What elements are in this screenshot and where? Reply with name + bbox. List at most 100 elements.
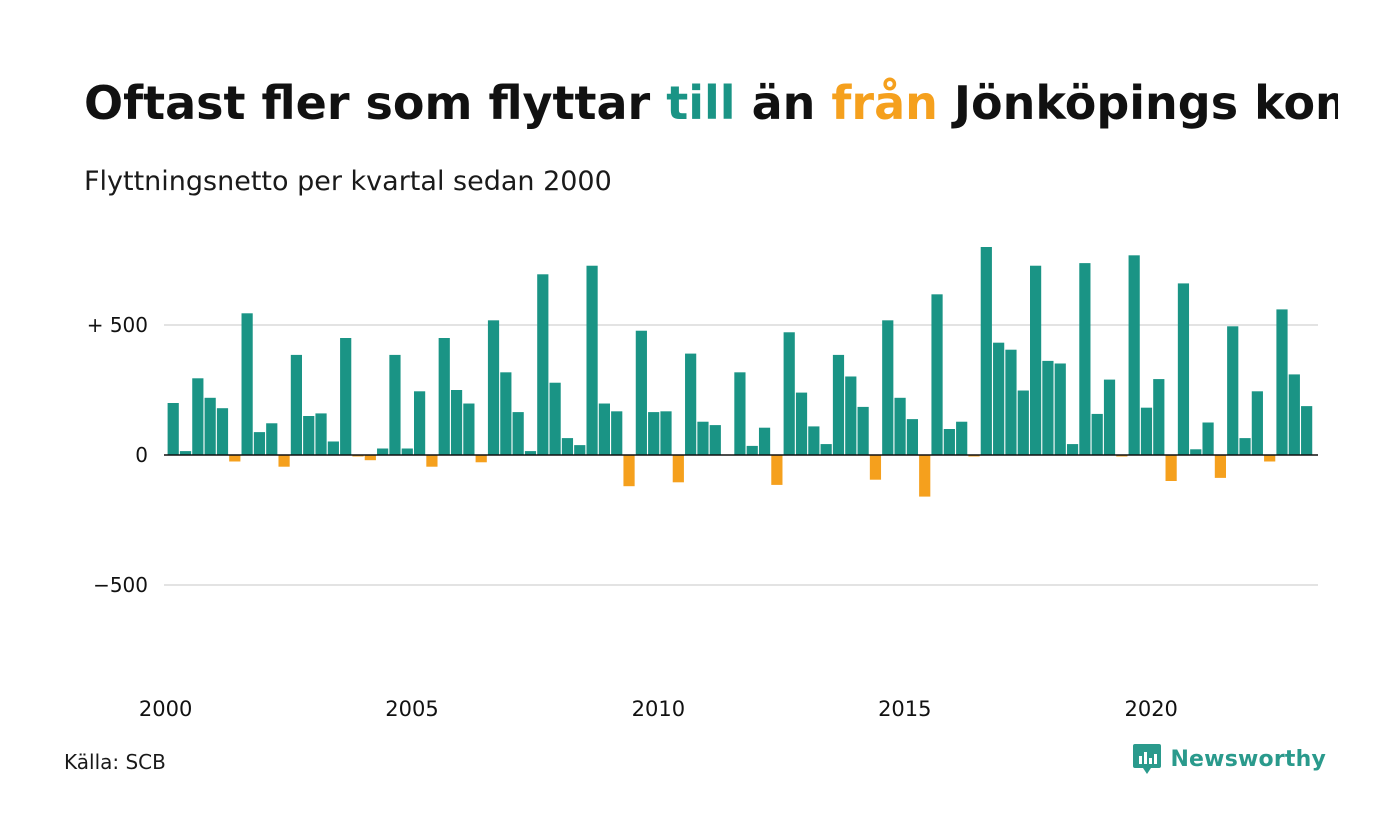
bar <box>450 390 463 455</box>
grid-lines <box>164 324 1318 586</box>
bar <box>327 441 339 455</box>
bar <box>1301 406 1313 455</box>
bar <box>475 455 487 463</box>
title-highlight-out: från <box>831 76 938 130</box>
title-part2: än <box>735 76 832 130</box>
bar <box>808 426 820 455</box>
bars <box>167 247 1313 497</box>
bar <box>1276 309 1288 455</box>
bar <box>758 427 771 455</box>
x-tick-label: 2015 <box>878 697 931 721</box>
x-tick-label: 2000 <box>139 697 192 721</box>
bar <box>697 421 709 455</box>
bar <box>463 403 475 455</box>
source-note: Källa: SCB <box>64 750 166 774</box>
bar <box>487 320 500 455</box>
bar <box>426 455 438 467</box>
bar <box>192 378 204 455</box>
y-tick-label: −500 <box>93 573 148 597</box>
bar <box>1103 379 1116 455</box>
bar <box>894 397 906 455</box>
bar <box>216 408 229 455</box>
bar <box>1227 326 1239 455</box>
bar <box>438 338 450 455</box>
bar <box>746 445 758 455</box>
bar <box>1005 349 1017 455</box>
bar <box>648 412 660 455</box>
chart-subtitle: Flyttningsnetto per kvartal sedan 2000 <box>84 166 612 197</box>
newsworthy-icon <box>1133 744 1162 774</box>
bar <box>1140 407 1153 455</box>
bar <box>574 445 586 455</box>
title-part3: Jönköpings kommun <box>953 76 1338 130</box>
x-tick-label: 2005 <box>385 697 438 721</box>
bar <box>1054 363 1066 455</box>
title-highlight-in: till <box>666 76 736 130</box>
bar <box>179 451 192 455</box>
bar <box>229 455 241 462</box>
bar <box>364 455 376 461</box>
bar <box>857 406 869 455</box>
bar <box>734 372 746 455</box>
x-tick-label: 2010 <box>632 697 685 721</box>
bar <box>512 412 524 455</box>
bar <box>1079 263 1091 455</box>
bar <box>771 455 783 485</box>
bar <box>660 411 672 455</box>
bar <box>919 455 931 497</box>
bar <box>1239 438 1251 455</box>
x-axis-labels: 2000 2005 2010 2015 2020 <box>139 697 1178 721</box>
bar <box>931 294 943 455</box>
bar <box>500 372 512 455</box>
bar <box>1177 283 1190 455</box>
bar <box>1264 455 1276 462</box>
bar <box>672 455 684 483</box>
bar <box>1066 444 1079 455</box>
bar <box>943 429 955 455</box>
bar <box>204 397 216 455</box>
bar <box>1190 449 1202 455</box>
bar <box>820 444 832 455</box>
bar <box>241 313 253 455</box>
title-part1: Oftast fler som flyttar <box>84 76 667 130</box>
bar <box>524 451 537 455</box>
bar <box>611 411 623 455</box>
bar <box>1214 455 1226 478</box>
bar <box>266 423 278 455</box>
y-tick-label: + 500 <box>87 313 148 337</box>
bar <box>401 448 413 455</box>
brand-logo[interactable]: Newsworthy <box>1132 742 1326 776</box>
bar <box>561 438 574 455</box>
bar <box>623 455 635 487</box>
bar <box>1288 374 1300 455</box>
bar <box>1091 413 1103 455</box>
bar <box>709 425 721 455</box>
bar <box>586 265 598 455</box>
bar <box>845 376 857 455</box>
bar <box>869 455 882 480</box>
bar <box>537 274 549 455</box>
bar <box>783 332 795 455</box>
bar <box>956 421 968 455</box>
bar <box>278 455 290 467</box>
bar <box>906 419 918 455</box>
bar <box>882 320 894 455</box>
x-tick-label: 2020 <box>1124 697 1177 721</box>
bar <box>377 448 389 455</box>
bar <box>598 403 610 455</box>
brand-name: Newsworthy <box>1170 746 1326 772</box>
y-axis-labels: + 500 0 −500 <box>87 313 148 597</box>
bar <box>832 354 845 455</box>
bar <box>167 403 179 455</box>
bar <box>993 342 1005 455</box>
bar <box>303 416 315 455</box>
bar <box>1128 255 1140 455</box>
bar <box>635 330 647 455</box>
bar <box>980 247 992 455</box>
bar <box>1251 391 1263 455</box>
y-tick-label: 0 <box>135 443 148 467</box>
bar-chart: + 500 0 −500 2000 2005 2010 2015 2020 <box>87 247 1318 721</box>
bar <box>1017 390 1029 455</box>
bar <box>795 392 808 455</box>
chart-title: Oftast fler som flyttar till än från Jön… <box>84 72 1338 134</box>
